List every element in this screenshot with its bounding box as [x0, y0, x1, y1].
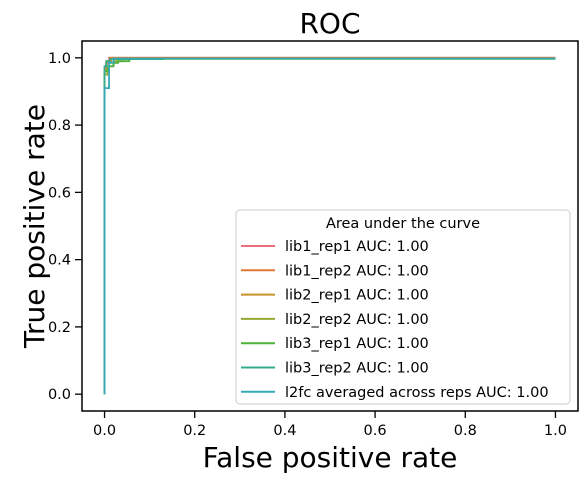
y-axis-label: True positive rate — [18, 104, 51, 349]
x-tick-label: 0.6 — [364, 423, 387, 439]
legend-label: lib3_rep2 AUC: 1.00 — [285, 361, 429, 377]
legend-items: lib1_rep1 AUC: 1.00 lib1_rep2 AUC: 1.00 li… — [241, 239, 549, 401]
chart-title: ROC — [299, 7, 360, 40]
y-axis: 0.0 0.2 0.4 0.6 0.8 1.0 — [48, 51, 82, 403]
legend-label: lib2_rep2 AUC: 1.00 — [285, 312, 429, 328]
legend-label: lib1_rep1 AUC: 1.00 — [285, 239, 429, 255]
x-tick-label: 0.8 — [454, 423, 477, 439]
plot-area — [103, 56, 556, 395]
legend-label: lib3_rep1 AUC: 1.00 — [285, 336, 429, 352]
y-tick-label: 0.6 — [48, 185, 71, 201]
legend-title: Area under the curve — [326, 216, 480, 232]
plot-frame — [81, 40, 579, 412]
legend-label: l2fc averaged across reps AUC: 1.00 — [285, 385, 549, 401]
x-axis-label: False positive rate — [203, 441, 458, 474]
legend-box — [235, 209, 571, 405]
series-line-7 — [103, 57, 556, 395]
y-tick-label: 0.0 — [48, 387, 71, 403]
y-tick-label: 0.4 — [48, 253, 71, 269]
x-axis: 0.0 0.2 0.4 0.6 0.8 1.0 — [93, 411, 567, 439]
y-tick-label: 0.8 — [48, 118, 71, 134]
legend: Area under the curve lib1_rep1 AUC: 1.00… — [235, 209, 571, 405]
legend-label: lib2_rep1 AUC: 1.00 — [285, 288, 429, 304]
y-tick-label: 0.2 — [48, 320, 71, 336]
legend-label: lib1_rep2 AUC: 1.00 — [285, 263, 429, 279]
x-tick-label: 1.0 — [544, 423, 567, 439]
x-tick-label: 0.2 — [183, 423, 206, 439]
x-tick-label: 0.0 — [93, 423, 116, 439]
x-tick-label: 0.4 — [273, 423, 296, 439]
y-tick-label: 1.0 — [48, 51, 71, 67]
